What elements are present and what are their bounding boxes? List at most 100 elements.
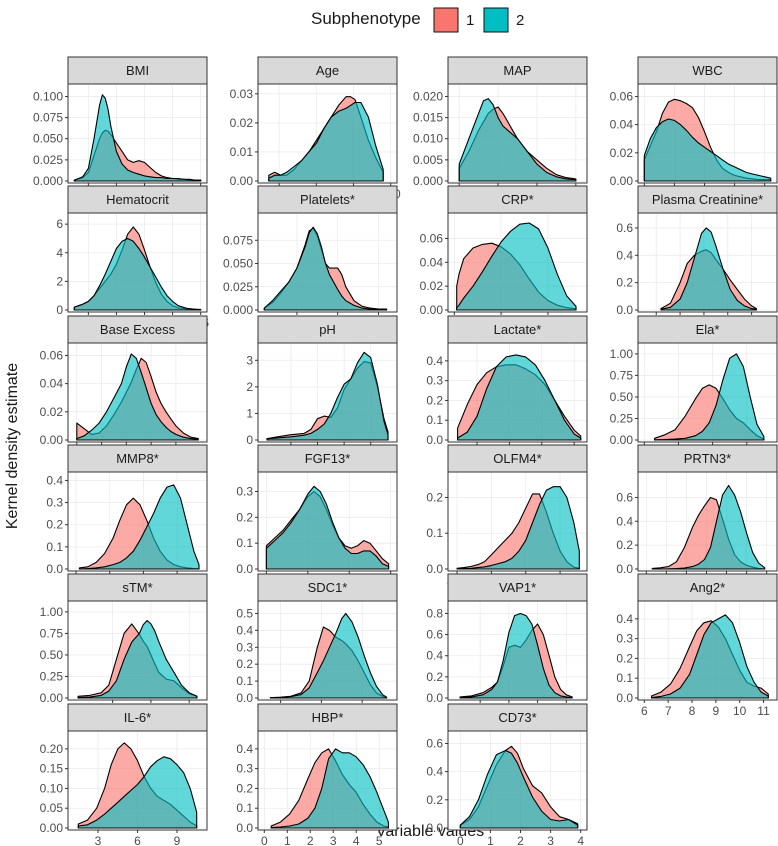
y-tick-label-il-6-0: 0.00 [40, 821, 64, 835]
panel-prtn3: PRTN3*0.00.20.40.63456789 [616, 444, 778, 589]
panel-border-wbc [637, 83, 778, 184]
strip-hbp [257, 703, 398, 732]
y-tick-label-cd73-3: 0.6 [426, 736, 443, 750]
density-series-2-wbc [643, 118, 772, 182]
density-series-2-hbp [270, 748, 389, 829]
density-series-2-crp [456, 222, 577, 311]
strip-label-plasma-creatinine: Plasma Creatinine* [652, 192, 763, 207]
strip-label-wbc: WBC [692, 63, 722, 78]
strip-lactate [447, 315, 588, 344]
y-tick-label-mmp8-3: 0.3 [46, 496, 63, 510]
facet-panels: BMI0.0000.0250.0500.0750.1002030405060Ag… [33, 56, 778, 846]
strip-olfm4 [447, 444, 588, 473]
y-tick-label-fgf13-0: 0.0 [236, 562, 253, 576]
strip-label-platelets: Platelets* [300, 192, 355, 207]
strip-label-vap1: VAP1* [499, 580, 536, 595]
y-tick-label-platelets-0: 0.000 [223, 303, 253, 317]
y-tick-label-mmp8-1: 0.1 [46, 540, 63, 554]
x-tick-label-hbp-5: 5 [376, 834, 383, 846]
density-series-2-hematocrit [73, 237, 202, 311]
panel-border-mmp8 [67, 471, 208, 572]
x-tick-label-hbp-2: 2 [307, 834, 314, 846]
y-tick-label-prtn3-1: 0.2 [616, 538, 633, 552]
y-tick-label-hematocrit-1: 2 [56, 274, 63, 288]
x-tick-label-cd73-1: 1 [487, 834, 494, 846]
y-tick-label-stm-3: 0.75 [40, 626, 64, 640]
y-tick-label-ang2-0: 0.0 [616, 691, 633, 705]
y-tick-label-il-6-1: 0.05 [40, 801, 64, 815]
y-tick-label-ang2-2: 0.2 [616, 651, 633, 665]
y-tick-label-sdc1-2: 0.2 [236, 657, 253, 671]
panel-border-hematocrit [67, 212, 208, 313]
y-tick-label-age-2: 0.02 [230, 116, 254, 130]
y-tick-label-bmi-2: 0.050 [33, 132, 63, 146]
legend-label-1: 1 [466, 12, 474, 29]
strip-label-bmi: BMI [126, 63, 149, 78]
y-tick-label-age-1: 0.01 [230, 145, 254, 159]
panel-sdc1: SDC1*0.00.10.20.30.40.5246 [236, 573, 398, 718]
strip-stm [67, 573, 208, 602]
y-tick-label-sdc1-0: 0.0 [236, 691, 253, 705]
density-series-2-stm [77, 619, 198, 699]
legend-key-1 [433, 7, 459, 33]
y-tick-label-hematocrit-0: 0 [56, 303, 63, 317]
density-series-2-ph [266, 351, 389, 441]
strip-label-il-6: IL-6* [124, 710, 151, 725]
y-tick-label-wbc-2: 0.04 [610, 118, 634, 132]
y-tick-label-platelets-3: 0.075 [223, 233, 253, 247]
y-tick-label-stm-4: 1.00 [40, 605, 64, 619]
y-tick-label-stm-1: 0.25 [40, 669, 64, 683]
y-tick-label-hbp-3: 0.3 [236, 762, 253, 776]
panel-border-sdc1 [257, 600, 398, 701]
panel-il-6: IL-6* 0.00 0.05 0.10 0.15 0.20 3 6 9 [40, 703, 208, 846]
y-tick-label-il-6-4: 0.20 [40, 742, 64, 756]
y-tick-label-base-excess-1: 0.02 [40, 405, 64, 419]
panel-ph: pH01236.87.07.27.4 [246, 315, 398, 460]
panel-crp: CRP*0.000.020.040.0601020 [420, 185, 588, 330]
x-tick-label-il-6-1: 6 [134, 834, 141, 846]
panel-border-hbp [257, 730, 398, 831]
y-tick-label-ph-1: 1 [246, 406, 253, 420]
y-tick-label-vap1-4: 0.8 [426, 606, 443, 620]
strip-wbc [637, 56, 778, 85]
y-tick-label-fgf13-3: 0.3 [236, 485, 253, 499]
density-series-2-prtn3 [651, 484, 766, 570]
y-tick-label-bmi-3: 0.075 [33, 111, 63, 125]
y-tick-label-bmi-4: 0.100 [33, 89, 63, 103]
strip-fgf13 [257, 444, 398, 473]
y-tick-label-vap1-3: 0.6 [426, 628, 443, 642]
y-tick-label-stm-2: 0.50 [40, 648, 64, 662]
panel-border-lactate [447, 342, 588, 443]
density-series-2-plasma-creatinine [660, 227, 757, 311]
y-tick-label-map-0: 0.000 [413, 174, 443, 188]
x-tick-label-ang2-3: 9 [713, 704, 720, 718]
y-tick-label-stm-0: 0.00 [40, 691, 64, 705]
y-tick-label-crp-2: 0.04 [420, 255, 444, 269]
strip-platelets [257, 185, 398, 214]
y-tick-label-base-excess-3: 0.06 [40, 348, 64, 362]
panel-olfm4: OLFM4*0.00.10.2-2.50.02.55.0 [426, 444, 588, 589]
strip-label-crp: CRP* [501, 192, 534, 207]
density-series-2-vap1 [459, 612, 573, 699]
x-tick-label-hbp-1: 1 [284, 834, 291, 846]
panel-stm: sTM*0.000.250.500.751.008910 [40, 573, 208, 718]
strip-label-base-excess: Base Excess [100, 322, 176, 337]
y-tick-label-hbp-4: 0.4 [236, 742, 253, 756]
density-series-2-ang2 [650, 614, 769, 699]
strip-label-fgf13: FGF13* [305, 451, 351, 466]
panel-border-ph [257, 342, 398, 443]
y-tick-label-platelets-1: 0.025 [223, 280, 253, 294]
y-tick-label-hbp-0: 0.0 [236, 821, 253, 835]
x-tick-label-hbp-4: 4 [353, 834, 360, 846]
panel-border-ela [637, 342, 778, 443]
density-series-2-sdc1 [269, 612, 388, 699]
y-tick-label-mmp8-2: 0.2 [46, 518, 63, 532]
density-series-2-ela [654, 353, 765, 441]
density-series-2-age [268, 101, 384, 182]
